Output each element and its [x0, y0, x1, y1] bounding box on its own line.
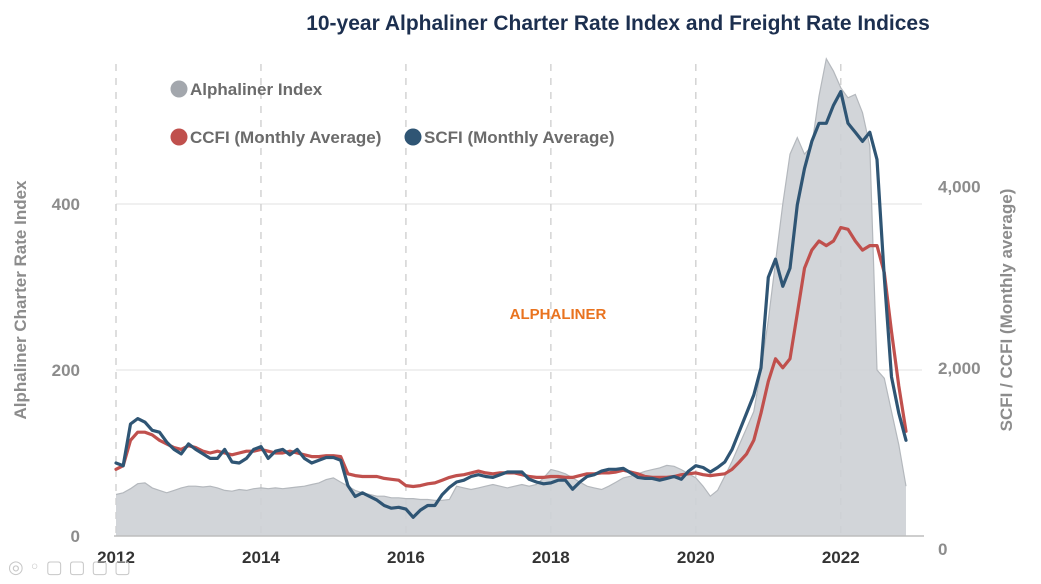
axes: 0 200 400 0 2,000 4,000 2012 2014 2016 2018 2020 20… — [52, 178, 981, 567]
legend: Alphaliner Index CCFI (Monthly Average) SC… — [170, 80, 614, 147]
y-left-tick-label: 200 — [52, 361, 80, 380]
x-tick-label: 2016 — [387, 548, 425, 567]
corner-watermark: ◎ ◦ ▢ ▢ ▢ ▢ — [8, 557, 131, 578]
scfi-line — [114, 90, 908, 519]
x-tick-label: 2018 — [532, 548, 570, 567]
y-left-axis-title: Alphaliner Charter Rate Index — [11, 180, 30, 420]
freight-lines-layer — [114, 90, 908, 519]
legend-marker-alphaliner — [170, 80, 188, 98]
legend-marker-ccfi — [170, 128, 188, 146]
legend-label-ccfi: CCFI (Monthly Average) — [190, 128, 381, 147]
alphaliner-index-area — [116, 58, 906, 537]
legend-label-alphaliner: Alphaliner Index — [190, 80, 323, 99]
y-right-tick-label: 0 — [938, 540, 947, 559]
x-tick-label: 2014 — [242, 548, 280, 567]
x-tick-label: 2022 — [822, 548, 860, 567]
x-tick-label: 2012 — [97, 548, 135, 567]
y-right-tick-label: 4,000 — [938, 178, 981, 197]
y-left-tick-label: 0 — [71, 527, 80, 546]
alphaliner-index-area-layer — [115, 57, 907, 537]
alphaliner-index-outline — [115, 57, 907, 501]
chart-title: 10-year Alphaliner Charter Rate Index an… — [306, 12, 930, 35]
x-tick-label: 2020 — [677, 548, 715, 567]
watermark: ALPHALINER — [510, 306, 607, 323]
legend-label-scfi: SCFI (Monthly Average) — [424, 128, 614, 147]
y-right-tick-label: 2,000 — [938, 359, 981, 378]
y-left-tick-label: 400 — [52, 195, 80, 214]
y-right-axis-title: SCFI / CCFI (Monthly average) — [997, 189, 1016, 432]
legend-marker-scfi — [404, 128, 422, 146]
corner-watermark-text: ◎ ◦ ▢ ▢ ▢ ▢ — [8, 557, 131, 578]
